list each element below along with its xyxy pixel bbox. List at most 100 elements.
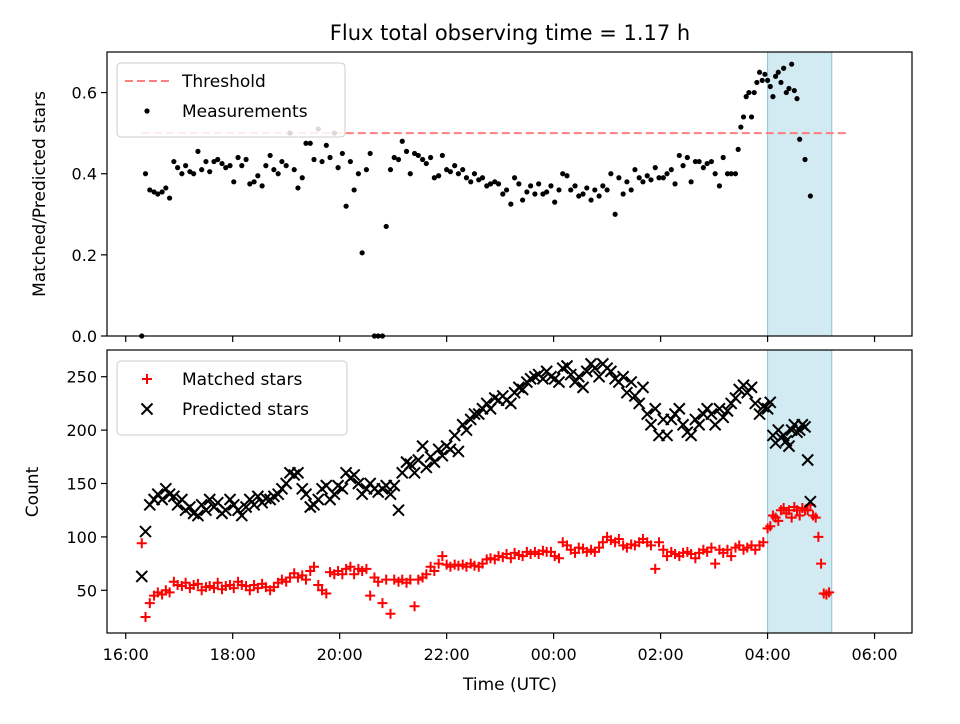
- data-point: [255, 173, 261, 179]
- data-point: [212, 577, 223, 588]
- data-point: [307, 140, 313, 146]
- data-point: [223, 493, 237, 506]
- data-point: [592, 187, 598, 193]
- data-point: [743, 94, 749, 100]
- data-point: [824, 587, 835, 598]
- data-point: [620, 191, 626, 197]
- data-point: [495, 181, 502, 187]
- data-point: [789, 61, 795, 67]
- data-point: [203, 158, 209, 165]
- data-point: [452, 445, 465, 458]
- data-point: [208, 583, 219, 594]
- data-point: [794, 96, 800, 102]
- data-point: [455, 171, 462, 177]
- legend-label: Predicted stars: [182, 400, 309, 420]
- data-point: [387, 167, 394, 173]
- data-point: [624, 375, 638, 389]
- data-point: [807, 193, 813, 199]
- data-point: [797, 136, 803, 142]
- data-point: [728, 171, 734, 177]
- data-point: [347, 468, 361, 482]
- data-point: [778, 503, 789, 514]
- data-point: [347, 158, 353, 165]
- data-point: [247, 181, 253, 187]
- data-point: [171, 158, 177, 165]
- observing-window-band: [767, 51, 833, 337]
- data-point: [288, 468, 301, 482]
- data-point: [721, 404, 734, 418]
- data-point: [339, 150, 345, 157]
- data-point: [652, 165, 658, 171]
- top-panel: 0.0 0.2 0.4 0.6 Threshold Measurements: [72, 51, 913, 346]
- data-point: [349, 569, 360, 580]
- data-point: [464, 413, 477, 426]
- data-point: [363, 167, 370, 173]
- legend-predicted-symbol: [140, 402, 154, 416]
- data-point: [716, 183, 723, 189]
- data-point: [408, 466, 421, 480]
- data-point: [722, 544, 733, 555]
- data-point: [628, 187, 634, 193]
- data-point: [299, 487, 313, 501]
- data-point: [810, 512, 821, 523]
- x-tick-label: 04:00: [745, 645, 791, 664]
- data-point: [544, 370, 558, 383]
- data-point: [564, 173, 570, 179]
- data-point: [745, 381, 758, 394]
- data-point: [291, 466, 305, 480]
- data-point: [588, 361, 602, 375]
- data-point: [673, 402, 686, 415]
- data-point: [432, 443, 445, 456]
- data-point: [321, 588, 332, 599]
- data-point: [544, 189, 550, 195]
- data-point: [813, 531, 824, 542]
- data-point: [748, 114, 755, 120]
- data-point: [259, 183, 265, 189]
- data-point: [791, 87, 797, 94]
- data-point: [468, 407, 481, 421]
- data-point: [688, 179, 694, 185]
- data-point: [690, 553, 701, 564]
- data-point: [594, 542, 605, 553]
- data-point: [658, 544, 669, 555]
- data-point: [761, 402, 774, 415]
- data-point: [203, 493, 216, 506]
- data-point: [487, 181, 494, 187]
- data-point: [633, 397, 646, 410]
- data-point: [175, 165, 181, 171]
- data-point: [447, 169, 453, 175]
- data-point: [428, 455, 441, 469]
- data-point: [291, 167, 297, 173]
- data-point: [778, 79, 784, 86]
- legend-label: Measurements: [182, 102, 308, 122]
- bottom-panel: 50 100 150 200 250 16:00 18:00 20:00 22:00 00:00 0…: [66, 349, 913, 664]
- data-point: [644, 418, 658, 431]
- data-point: [584, 185, 590, 191]
- data-point: [781, 65, 787, 71]
- data-point: [608, 171, 614, 177]
- data-point: [251, 490, 265, 503]
- legend-label: Matched stars: [182, 370, 302, 390]
- data-point: [650, 563, 661, 574]
- data-point: [207, 169, 213, 175]
- data-point: [692, 418, 706, 431]
- data-point: [235, 509, 248, 522]
- data-point: [700, 165, 706, 171]
- data-point: [786, 512, 797, 523]
- data-point: [199, 503, 213, 517]
- data-point: [403, 148, 410, 154]
- data-point: [680, 163, 686, 169]
- data-point: [786, 85, 792, 92]
- data-point: [620, 386, 634, 399]
- data-point: [704, 160, 710, 167]
- data-point: [313, 579, 324, 590]
- top-y-axis-label: Matched/Predicted stars: [30, 91, 50, 297]
- data-point: [247, 498, 261, 512]
- data-point: [271, 487, 285, 501]
- data-point: [708, 158, 715, 165]
- data-point: [163, 185, 169, 191]
- y-tick-label: 0.6: [72, 84, 97, 103]
- data-point: [428, 154, 434, 161]
- data-point: [660, 429, 674, 442]
- data-point: [345, 561, 356, 572]
